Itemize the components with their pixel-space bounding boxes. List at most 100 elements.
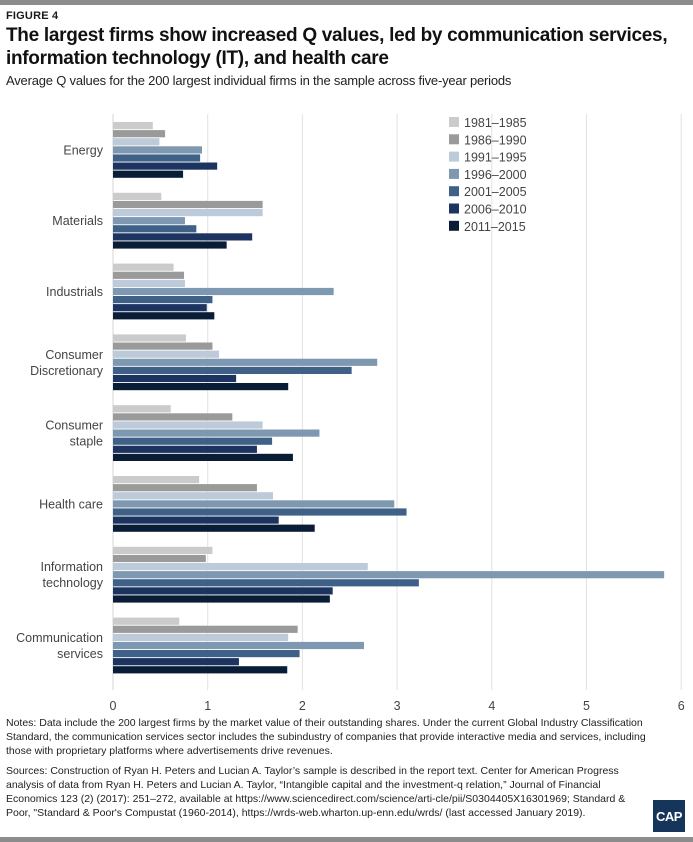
category-label: Consumer (45, 348, 103, 362)
bar (113, 209, 263, 217)
bar (113, 617, 180, 625)
bar (113, 304, 207, 312)
bar (113, 625, 298, 633)
bar (113, 413, 233, 421)
legend-label: 1996–2000 (464, 168, 527, 182)
bar (113, 122, 153, 130)
x-tick-label: 1 (204, 699, 211, 710)
bar (113, 233, 253, 241)
bar (113, 271, 185, 279)
legend: 1981–1985 1986–1990 1991–1995 1996–2000 2001… (449, 116, 527, 234)
category-label: Industrials (46, 285, 103, 299)
bar (113, 192, 162, 200)
legend-label: 2011–2015 (464, 220, 526, 234)
bar (113, 429, 320, 437)
sources: Sources: Construction of Ryan H. Peters … (6, 765, 626, 819)
legend-label: 2001–2005 (464, 185, 527, 199)
bar (113, 162, 218, 170)
category-label: Consumer (45, 419, 103, 433)
bar (113, 383, 289, 391)
legend-swatch (449, 117, 459, 127)
bar (113, 350, 220, 358)
legend-swatch (449, 134, 459, 145)
bar (113, 554, 206, 563)
bar (113, 296, 213, 304)
bar (113, 546, 213, 554)
bar (113, 287, 334, 296)
chart-title: The largest firms show increased Q value… (6, 25, 668, 69)
bar (113, 154, 201, 162)
bar (113, 563, 368, 571)
category-label: services (57, 647, 103, 661)
x-tick-labels: 0 1 2 3 4 5 6 (110, 699, 685, 710)
x-tick-label: 5 (583, 699, 590, 710)
chart-subtitle: Average Q values for the 200 largest ind… (6, 73, 512, 88)
bar (113, 579, 419, 587)
category-labels: Energy Materials Industrials Consumer Discre… (16, 143, 104, 661)
category-label: Communication (16, 631, 103, 645)
bar (113, 358, 378, 366)
bar (113, 633, 289, 641)
category-label: Information (40, 560, 103, 574)
bar (113, 484, 257, 492)
bar (113, 641, 364, 650)
bar (113, 587, 333, 595)
bar (113, 508, 407, 516)
bar (113, 312, 215, 320)
bar (113, 500, 395, 508)
category-label: Health care (39, 497, 103, 511)
bar (113, 279, 185, 287)
legend-swatch (449, 168, 459, 179)
bar (113, 445, 257, 453)
bar (113, 666, 288, 674)
category-label: Discretionary (30, 364, 104, 378)
bar (113, 516, 279, 524)
bar (113, 342, 213, 350)
legend-label: 1991–1995 (464, 151, 527, 165)
bar (113, 225, 197, 233)
bar-chart: Energy Materials Industrials Consumer Discre… (16, 114, 685, 710)
category-label: technology (43, 576, 104, 590)
bar (113, 146, 203, 154)
legend-swatch (449, 220, 459, 231)
legend-label: 1981–1985 (464, 116, 527, 130)
bar (113, 374, 237, 383)
bar (113, 138, 160, 146)
bar (113, 421, 263, 429)
figure-label: FIGURE 4 (6, 10, 59, 22)
bar (113, 263, 174, 271)
bar (113, 524, 315, 532)
bar (113, 405, 171, 413)
bar (113, 650, 300, 658)
bar (113, 170, 184, 178)
notes: Notes: Data include the 200 largest firm… (6, 717, 646, 757)
bottom-rule (0, 837, 693, 842)
bar (113, 571, 665, 579)
bar (113, 130, 166, 138)
bars (113, 122, 665, 674)
cap-logo: CAP (653, 800, 685, 832)
x-tick-label: 2 (299, 699, 306, 710)
x-tick-label: 3 (394, 699, 401, 710)
legend-label: 1986–1990 (464, 133, 527, 147)
bar (113, 595, 330, 603)
bar (113, 200, 263, 209)
category-label: Materials (52, 214, 103, 228)
bar (113, 453, 293, 461)
legend-swatch (449, 203, 459, 214)
x-tick-label: 6 (678, 699, 685, 710)
legend-swatch (449, 151, 459, 162)
x-tick-label: 0 (110, 699, 117, 710)
legend-label: 2006–2010 (464, 203, 527, 217)
bar (113, 492, 274, 500)
bar (113, 217, 185, 225)
x-tick-label: 4 (488, 699, 495, 710)
bar (113, 334, 186, 342)
category-label: Energy (63, 143, 103, 157)
category-label: staple (70, 435, 103, 449)
bar (113, 366, 352, 374)
bar (113, 658, 239, 666)
bar (113, 476, 200, 484)
bar (113, 241, 227, 249)
legend-swatch (449, 186, 459, 197)
